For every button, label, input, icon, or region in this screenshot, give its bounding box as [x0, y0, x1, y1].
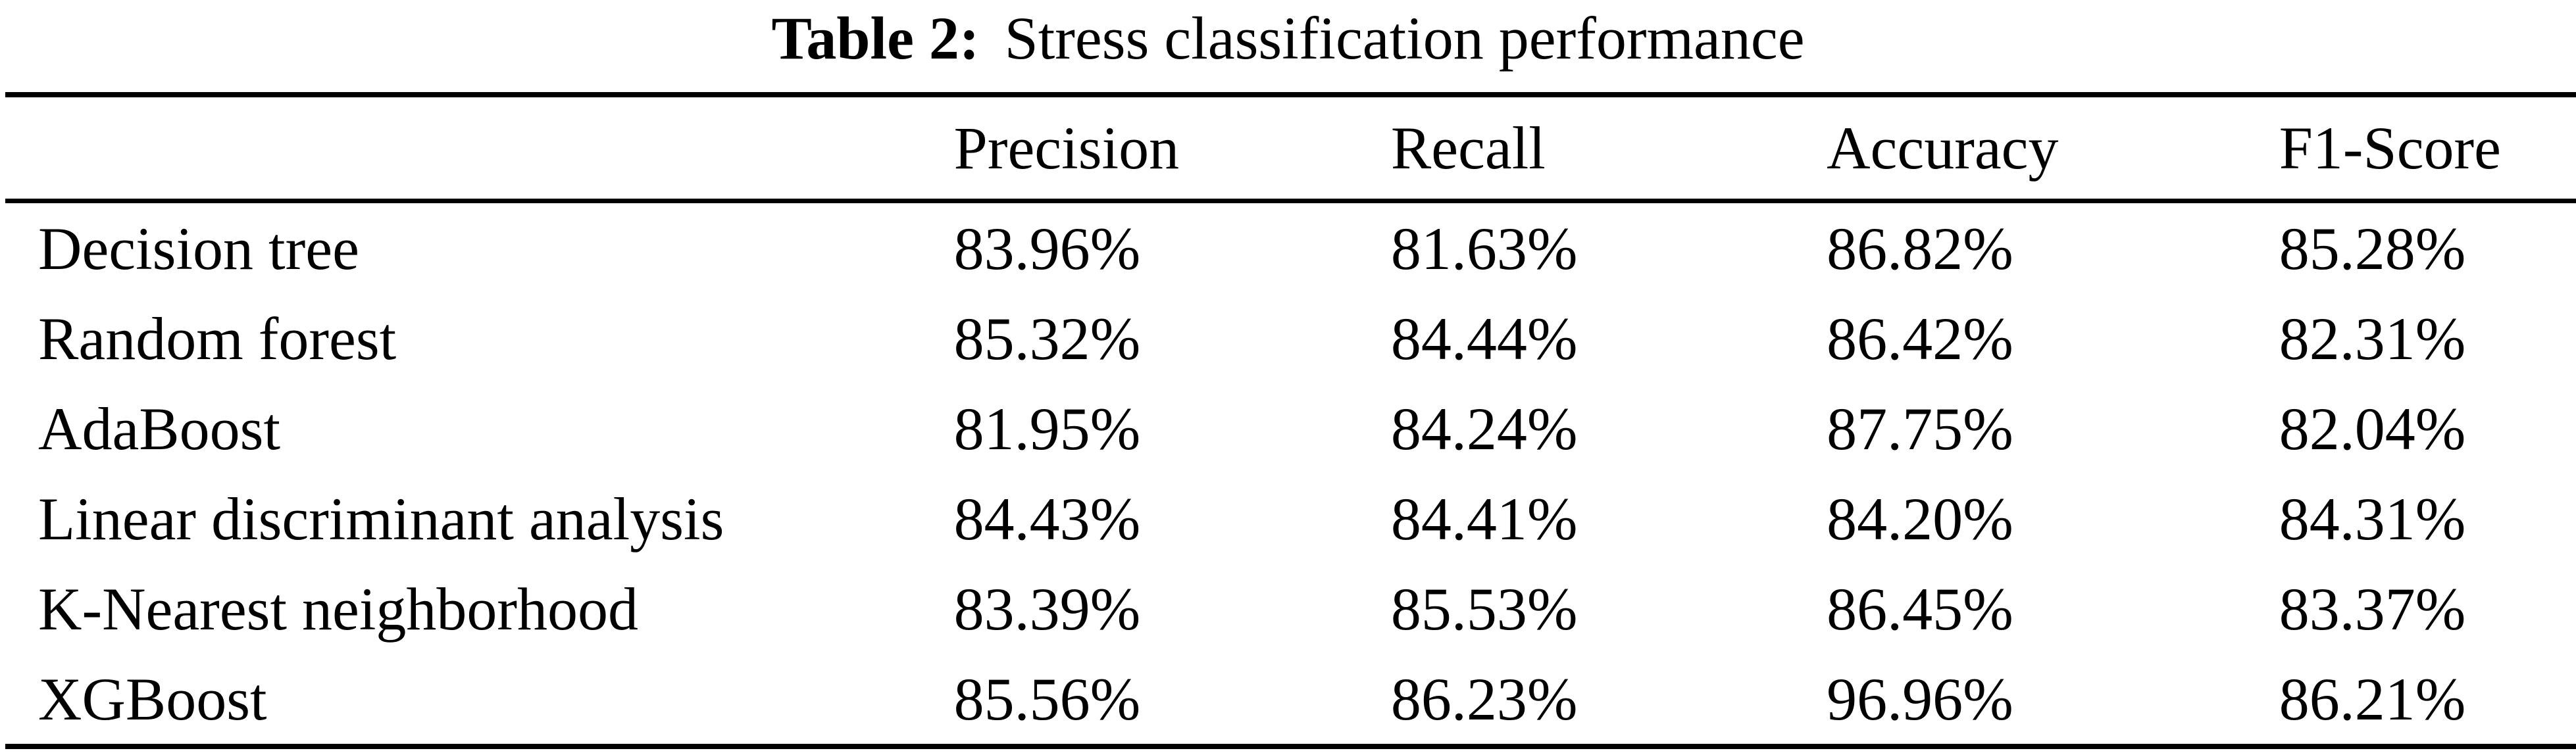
precision-value: 83.96%	[953, 214, 1141, 282]
f1-score-value: 86.21%	[2279, 665, 2466, 733]
recall-value: 84.24%	[1390, 395, 1578, 462]
table-row-linear-discriminant-analysis: Linear discriminant analysis 84.43% 84.4…	[5, 474, 2576, 564]
table-row-k-nearest-neighborhood: K-Nearest neighborhood 83.39% 85.53% 86.…	[5, 564, 2576, 654]
results-table: Precision Recall Accuracy F1-Score Decis…	[5, 92, 2576, 749]
f1-score-value: 83.37%	[2279, 575, 2466, 643]
header-f1-score: F1-Score	[2279, 95, 2576, 203]
table-caption: Table 2: Stress classification performanc…	[0, 0, 2576, 92]
accuracy-value: 96.96%	[1827, 665, 2013, 733]
model-name: Decision tree	[38, 214, 359, 282]
precision-value: 85.56%	[953, 665, 1141, 733]
model-name: AdaBoost	[38, 395, 280, 462]
header-accuracy: Accuracy	[1827, 95, 2279, 203]
f1-score-value: 82.04%	[2279, 395, 2466, 462]
model-name: Random forest	[38, 304, 397, 372]
table-row-xgboost: XGBoost 85.56% 86.23% 96.96% 86.21%	[5, 654, 2576, 746]
model-name: Linear discriminant analysis	[38, 485, 724, 552]
accuracy-value: 87.75%	[1827, 395, 2013, 462]
table-row-adaboost: AdaBoost 81.95% 84.24% 87.75% 82.04%	[5, 383, 2576, 474]
recall-value: 86.23%	[1390, 665, 1578, 733]
precision-value: 83.39%	[953, 575, 1141, 643]
accuracy-value: 86.42%	[1827, 304, 2013, 372]
precision-value: 85.32%	[953, 304, 1141, 372]
f1-score-value: 84.31%	[2279, 485, 2466, 552]
recall-value: 84.44%	[1390, 304, 1578, 372]
table-row-decision-tree: Decision tree 83.96% 81.63% 86.82% 85.28…	[5, 201, 2576, 294]
accuracy-value: 84.20%	[1827, 485, 2013, 552]
f1-score-value: 82.31%	[2279, 304, 2466, 372]
header-precision: Precision	[953, 95, 1391, 203]
header-model	[5, 95, 954, 203]
precision-value: 84.43%	[953, 485, 1141, 552]
table-row-random-forest: Random forest 85.32% 84.44% 86.42% 82.31…	[5, 293, 2576, 383]
f1-score-value: 85.28%	[2279, 214, 2466, 282]
table-caption-title: Stress classification performance	[1004, 5, 1805, 72]
recall-value: 85.53%	[1390, 575, 1578, 643]
precision-value: 81.95%	[953, 395, 1141, 462]
recall-value: 81.63%	[1390, 214, 1578, 282]
header-row: Precision Recall Accuracy F1-Score	[5, 95, 2576, 203]
header-recall: Recall	[1390, 95, 1827, 203]
recall-value: 84.41%	[1390, 485, 1578, 552]
model-name: XGBoost	[38, 665, 267, 733]
table-caption-label: Table 2:	[771, 5, 980, 72]
accuracy-value: 86.82%	[1827, 214, 2013, 282]
model-name: K-Nearest neighborhood	[38, 575, 639, 643]
accuracy-value: 86.45%	[1827, 575, 2013, 643]
